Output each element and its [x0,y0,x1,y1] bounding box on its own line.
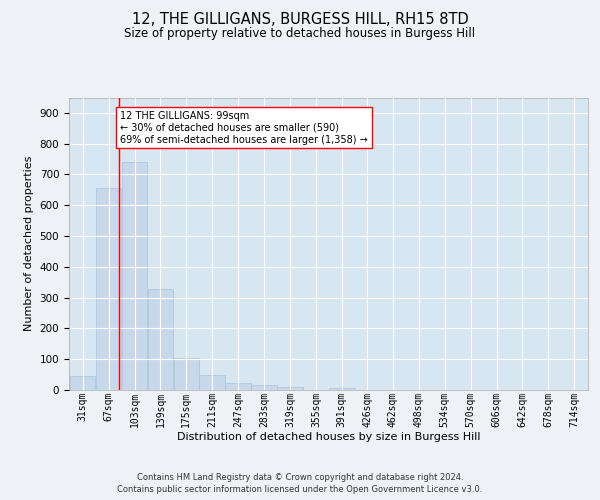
Bar [226,383,251,390]
Y-axis label: Number of detached properties: Number of detached properties [24,156,34,332]
Text: Contains HM Land Registry data © Crown copyright and database right 2024.: Contains HM Land Registry data © Crown c… [137,472,463,482]
Bar [148,290,173,390]
Bar [277,387,303,390]
Bar [251,386,277,390]
X-axis label: Distribution of detached houses by size in Burgess Hill: Distribution of detached houses by size … [177,432,480,442]
Bar [122,162,147,390]
Text: Contains public sector information licensed under the Open Government Licence v3: Contains public sector information licen… [118,485,482,494]
Text: 12 THE GILLIGANS: 99sqm
← 30% of detached houses are smaller (590)
69% of semi-d: 12 THE GILLIGANS: 99sqm ← 30% of detache… [120,112,368,144]
Text: 12, THE GILLIGANS, BURGESS HILL, RH15 8TD: 12, THE GILLIGANS, BURGESS HILL, RH15 8T… [131,12,469,28]
Bar [96,188,121,390]
Bar [173,358,199,390]
Bar [70,376,95,390]
Bar [329,388,355,390]
Bar [199,375,225,390]
Text: Size of property relative to detached houses in Burgess Hill: Size of property relative to detached ho… [124,28,476,40]
